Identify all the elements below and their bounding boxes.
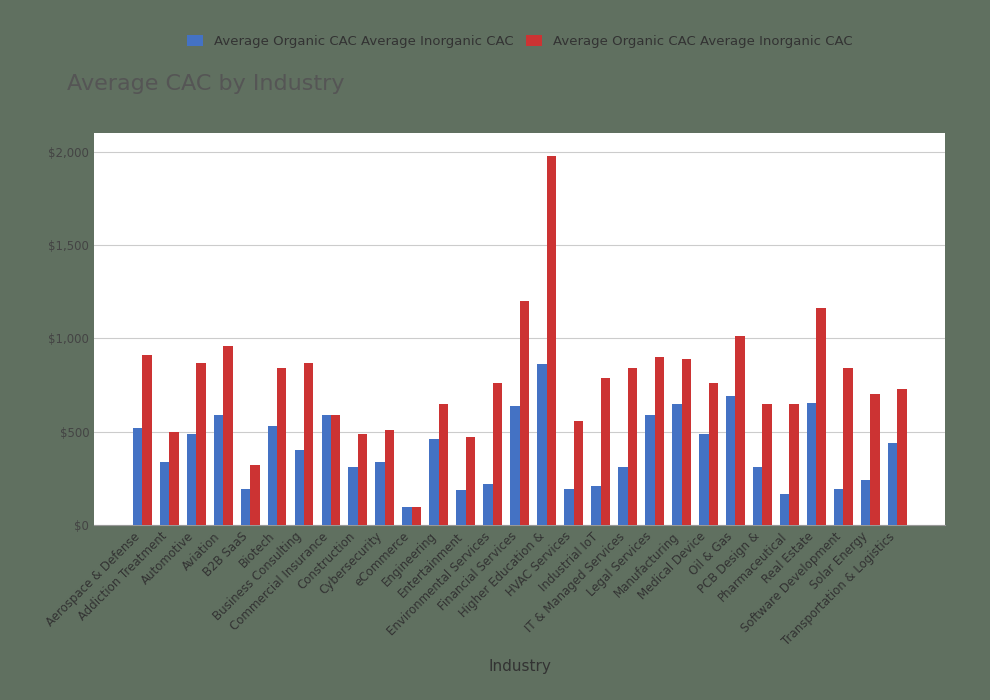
Bar bbox=[672, 404, 681, 525]
Bar bbox=[483, 484, 493, 525]
Bar bbox=[861, 480, 870, 525]
Bar bbox=[753, 467, 762, 525]
Bar bbox=[322, 415, 331, 525]
Bar bbox=[430, 439, 439, 525]
Bar bbox=[250, 466, 259, 525]
Bar bbox=[618, 467, 628, 525]
Bar bbox=[493, 383, 502, 525]
Bar bbox=[564, 489, 573, 525]
Bar bbox=[187, 433, 196, 525]
Bar bbox=[645, 415, 654, 525]
Bar bbox=[709, 383, 718, 525]
Bar bbox=[385, 430, 394, 525]
Bar bbox=[412, 508, 422, 525]
Bar bbox=[214, 415, 223, 525]
Bar bbox=[223, 346, 233, 525]
Bar bbox=[304, 363, 314, 525]
Legend: Average Organic CAC Average Inorganic CAC, Average Organic CAC Average Inorganic: Average Organic CAC Average Inorganic CA… bbox=[182, 30, 857, 53]
Bar bbox=[573, 421, 583, 525]
Bar bbox=[601, 377, 610, 525]
Bar bbox=[726, 396, 736, 525]
Bar bbox=[143, 355, 151, 525]
Bar bbox=[169, 432, 178, 525]
Bar bbox=[348, 467, 358, 525]
Bar bbox=[591, 486, 601, 525]
Bar bbox=[133, 428, 143, 525]
Bar bbox=[295, 450, 304, 525]
Bar bbox=[159, 461, 169, 525]
Bar bbox=[762, 404, 772, 525]
Bar bbox=[843, 368, 852, 525]
Bar bbox=[375, 461, 385, 525]
Bar bbox=[403, 508, 412, 525]
Bar bbox=[466, 438, 475, 525]
Bar bbox=[897, 389, 907, 525]
Bar bbox=[888, 443, 897, 525]
Bar bbox=[241, 489, 250, 525]
Text: Average CAC by Industry: Average CAC by Industry bbox=[67, 74, 345, 94]
Bar bbox=[331, 415, 341, 525]
Bar bbox=[456, 491, 466, 525]
Bar bbox=[789, 404, 799, 525]
Bar bbox=[780, 494, 789, 525]
Bar bbox=[681, 359, 691, 525]
Bar bbox=[277, 368, 286, 525]
Bar bbox=[834, 489, 843, 525]
Bar bbox=[628, 368, 637, 525]
Bar bbox=[358, 433, 367, 525]
Bar bbox=[196, 363, 206, 525]
Bar bbox=[654, 357, 664, 525]
Bar bbox=[807, 402, 817, 525]
Bar bbox=[870, 394, 880, 525]
Bar bbox=[538, 365, 546, 525]
Bar bbox=[520, 301, 530, 525]
Bar bbox=[439, 404, 448, 525]
Bar bbox=[510, 405, 520, 525]
Bar bbox=[817, 307, 826, 525]
Bar bbox=[736, 335, 744, 525]
Bar bbox=[546, 156, 556, 525]
X-axis label: Industry: Industry bbox=[488, 659, 551, 673]
Bar bbox=[699, 433, 709, 525]
Bar bbox=[267, 426, 277, 525]
